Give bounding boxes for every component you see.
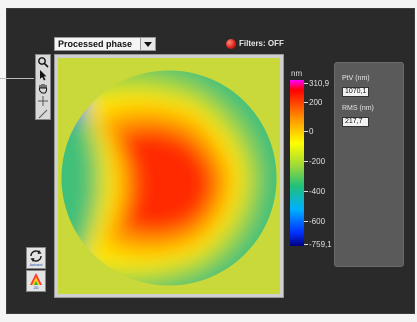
graph-toolbar [35, 54, 51, 120]
autoscale-caption: Autoscl [29, 262, 43, 267]
filters-label: Filters: OFF [239, 39, 284, 48]
colorbar-label-max: 310,9 [309, 79, 330, 88]
colormap-icon [30, 273, 42, 285]
view-selector-dropdown[interactable]: Processed phase [54, 37, 156, 51]
crosshair-icon[interactable] [37, 95, 49, 107]
colorbar-tick [304, 244, 308, 245]
colorbar-tick [304, 83, 308, 84]
colorbar-label: -200 [309, 157, 326, 166]
zoom-icon[interactable] [37, 56, 49, 68]
refresh-arrows-icon [30, 250, 42, 262]
divider [0, 78, 34, 79]
ptv-label: PtV (nm) [342, 75, 370, 82]
colorbar-tick [304, 161, 308, 162]
colorbar-label: 200 [309, 98, 323, 107]
chevron-down-icon [140, 38, 155, 50]
colorbar-tick [304, 191, 308, 192]
colorbar-tick [304, 102, 308, 103]
ptv-value-field: 1070,1 [342, 87, 369, 97]
view-selector-value: Processed phase [58, 39, 133, 49]
line-tool-icon[interactable] [37, 108, 49, 120]
filters-indicator: Filters: OFF [226, 38, 284, 50]
colorbar-label: -400 [309, 187, 326, 196]
rms-value-field: 217,7 [342, 117, 369, 127]
colorbar [290, 80, 304, 246]
colorbar-label-min: -759,1 [309, 240, 332, 249]
autoscale-button[interactable]: Autoscl [26, 247, 46, 269]
pan-hand-icon[interactable] [37, 82, 49, 94]
colorbar-label: -600 [309, 217, 326, 226]
status-led-icon [226, 39, 236, 49]
colormap-caption: 2D [33, 285, 39, 290]
phase-map-image [58, 58, 280, 294]
colorbar-tick [304, 221, 308, 222]
phase-map[interactable] [58, 58, 280, 294]
colormap-button[interactable]: 2D [26, 270, 46, 292]
colorbar-unit: nm [291, 69, 303, 78]
colorbar-label: 0 [309, 127, 314, 136]
colorbar-tick [304, 131, 308, 132]
pointer-icon[interactable] [37, 69, 49, 81]
rms-label: RMS (nm) [342, 105, 374, 112]
stats-panel: PtV (nm) 1070,1 RMS (nm) 217,7 [334, 62, 404, 267]
